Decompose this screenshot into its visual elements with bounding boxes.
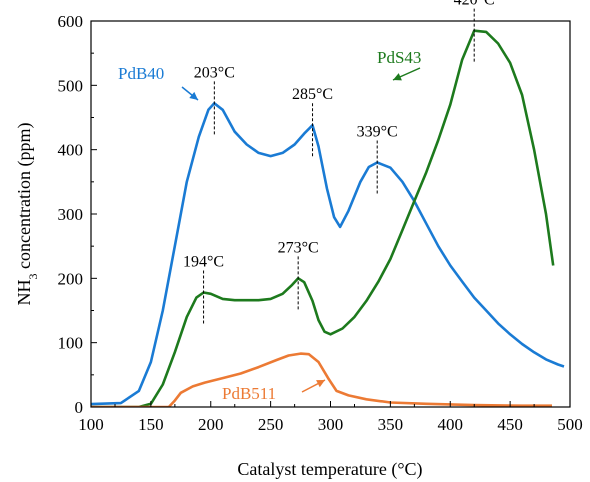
x-tick-label: 150	[138, 415, 164, 434]
series-line-pdb511	[91, 352, 552, 407]
axis-ticks: 100 150 200 250 300 350 400 450 5000100200300400…	[58, 12, 583, 434]
y-tick-label: 200	[58, 269, 84, 288]
series-label-pdb40: PdB40	[118, 64, 164, 83]
y-axis-title-rest: concentration (ppm)	[14, 123, 35, 274]
peak-label: 420°C	[454, 0, 495, 9]
x-tick-label: 350	[378, 415, 404, 434]
x-axis-title: Catalyst temperature (°C)	[237, 459, 422, 480]
x-tick-label: 400	[438, 415, 464, 434]
peak-label: 339°C	[357, 124, 398, 141]
y-axis-title-sub: 3	[26, 273, 40, 279]
y-tick-label: 600	[58, 12, 84, 31]
y-axis-title-main: NH	[14, 279, 34, 305]
series-pointer-head-pdb511	[316, 380, 325, 388]
y-tick-label: 500	[58, 76, 84, 95]
y-tick-label: 0	[75, 398, 84, 417]
x-tick-label: 100	[78, 415, 104, 434]
series-label-pdb511: PdB511	[222, 384, 276, 403]
y-tick-label: 300	[58, 205, 84, 224]
x-tick-label: 200	[198, 415, 224, 434]
peak-markers	[203, 8, 475, 325]
peak-label: 273°C	[278, 239, 319, 256]
series-pointer-head-pds43	[393, 73, 402, 81]
x-tick-label: 250	[258, 415, 284, 434]
series-layer	[91, 29, 565, 407]
series-line-pdb40	[91, 102, 565, 406]
series-pointer-head-pdb40	[189, 91, 198, 100]
peak-label: 203°C	[194, 64, 235, 81]
peak-label: 194°C	[183, 253, 224, 270]
x-tick-label: 300	[318, 415, 344, 434]
y-tick-label: 400	[58, 141, 84, 160]
x-tick-label: 450	[497, 415, 523, 434]
peak-label: 285°C	[292, 86, 333, 103]
series-label-pds43: PdS43	[377, 48, 421, 67]
chart-labels: 203°C 285°C 339°C 420°C 194°C 273°C PdB40 PdS43…	[118, 0, 495, 403]
y-tick-label: 100	[58, 334, 84, 353]
x-tick-label: 500	[557, 415, 583, 434]
y-axis-title: NH3 concentration (ppm)	[14, 123, 40, 306]
series-line-pds43	[91, 29, 555, 407]
